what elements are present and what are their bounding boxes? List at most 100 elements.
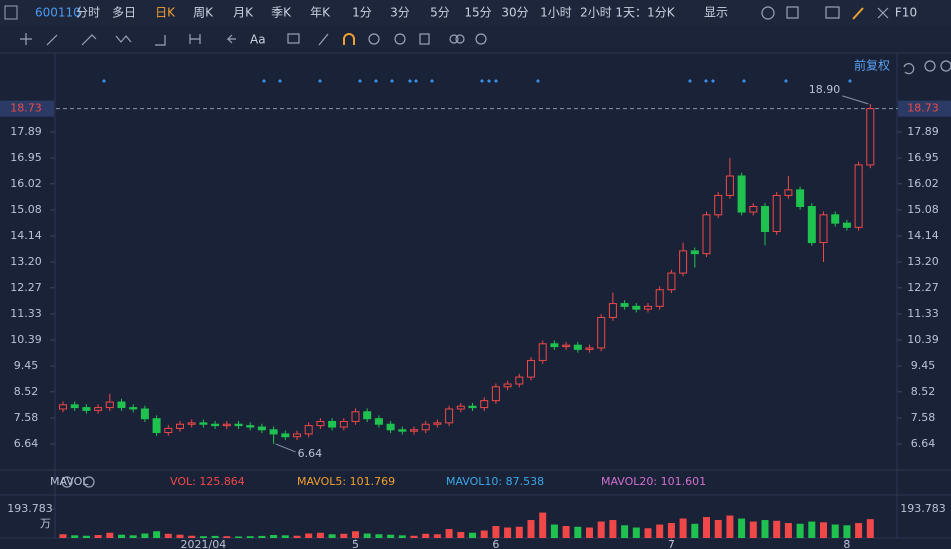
volume-bar — [118, 534, 125, 538]
volume-bar — [784, 523, 792, 538]
wave-tool[interactable] — [115, 35, 132, 43]
max-label: 18.90 — [809, 83, 841, 96]
timeframe-tab[interactable]: 日K — [155, 6, 176, 20]
candle-body — [819, 214, 828, 244]
volume-bar — [176, 534, 184, 538]
timeframe-tab[interactable]: 1天：1分K — [615, 6, 675, 20]
volume-bar — [316, 532, 324, 538]
line-tool[interactable] — [46, 34, 58, 46]
crosshair-tool[interactable] — [20, 33, 32, 45]
candle-body — [234, 423, 243, 427]
timeframe-tab[interactable]: 显示 — [704, 6, 728, 20]
timeframe-tab[interactable]: 15分 — [464, 6, 491, 20]
candle-body — [222, 423, 231, 427]
settings-tool[interactable] — [475, 33, 487, 45]
fib-tool[interactable] — [155, 35, 166, 46]
timeframe-tab[interactable]: 季K — [271, 6, 292, 20]
y-tick-label: 17.89 — [10, 125, 42, 138]
candle-body — [351, 411, 360, 422]
timeframe-tab[interactable]: 1分 — [352, 6, 372, 20]
note-tool[interactable] — [287, 33, 300, 44]
font-tool[interactable]: Aa — [250, 33, 266, 47]
timeframe-tab[interactable]: 2小时 — [580, 6, 612, 20]
timeframe-tab[interactable]: 1小时 — [540, 6, 572, 20]
settings-icon[interactable] — [761, 6, 775, 20]
volume-bar — [398, 535, 406, 538]
volume-bar — [457, 532, 465, 538]
candle-body — [761, 206, 769, 232]
volume-bar — [738, 518, 746, 538]
pen-tool[interactable] — [318, 33, 329, 46]
timeframe-tab[interactable]: 周K — [193, 6, 214, 20]
volume-bar — [656, 524, 664, 538]
vol-indicator: MAVOL — [50, 475, 89, 488]
volume-bar — [644, 528, 652, 538]
checkbox[interactable] — [786, 6, 799, 19]
lock-tool[interactable] — [368, 33, 380, 45]
zoom-in[interactable] — [940, 60, 951, 72]
vol-legend: MAVOL10: 87.538 — [446, 475, 544, 488]
fullscreen-icon[interactable] — [877, 7, 889, 19]
arrow-tool[interactable] — [226, 34, 236, 44]
candle-body — [655, 289, 664, 307]
y-tick-label: 6.64 — [911, 437, 936, 450]
timeframe-tab[interactable]: 30分 — [501, 6, 528, 20]
volume-bar — [410, 535, 418, 538]
candle-body — [328, 420, 337, 428]
volume-bar — [480, 530, 488, 538]
y-tick-label: 16.95 — [907, 151, 939, 164]
candle-body — [831, 214, 840, 224]
timeframe-tab[interactable]: 5分 — [430, 6, 450, 20]
candle-body — [445, 408, 454, 424]
candle-body — [293, 433, 301, 438]
zoom-out[interactable] — [924, 60, 936, 72]
volume-bar — [855, 523, 863, 538]
vol-close[interactable] — [83, 476, 95, 488]
magnet-tool[interactable] — [343, 33, 355, 45]
candle-body — [842, 222, 851, 228]
y-tick-label: 8.52 — [911, 385, 936, 398]
y-tick-label: 9.45 — [911, 359, 936, 372]
candle-body — [421, 423, 430, 431]
timeframe-tab[interactable]: 年K — [310, 6, 331, 20]
ray-tool[interactable] — [81, 34, 97, 46]
reset-icon[interactable] — [903, 63, 915, 75]
candle-body — [597, 316, 606, 349]
volume-bar — [632, 527, 640, 538]
adjust-button[interactable]: 前复权 — [854, 58, 890, 73]
timeframe-tab[interactable]: 多日 — [112, 6, 136, 20]
x-tick-label: 2021/04 — [181, 538, 227, 549]
hide-tool[interactable] — [394, 33, 406, 45]
timeframe-tab[interactable]: 分时 — [76, 6, 100, 20]
range-tool[interactable] — [189, 34, 201, 44]
camera-icon[interactable] — [825, 6, 840, 19]
volume-bar — [71, 535, 79, 538]
volume-bar — [539, 512, 547, 538]
timeframe-tab[interactable]: 3分 — [390, 6, 410, 20]
timeframe-tab[interactable]: F10 — [895, 6, 917, 20]
sidebar-icon[interactable] — [4, 5, 18, 20]
volume-bar — [773, 520, 781, 538]
y-tick-label: 14.14 — [907, 229, 939, 242]
delete-tool[interactable] — [419, 33, 430, 45]
volume-bar — [59, 534, 67, 538]
candle-body — [725, 175, 734, 196]
stock-code[interactable]: 600110 — [35, 6, 81, 20]
candle-body — [117, 401, 126, 409]
candle-body — [772, 194, 781, 232]
candle-body — [374, 418, 383, 425]
candle-body — [152, 418, 161, 434]
candle-body — [807, 206, 816, 244]
candle-body — [129, 407, 138, 410]
edit-icon[interactable] — [852, 7, 864, 20]
timeframe-tab[interactable]: 月K — [233, 6, 254, 20]
x-tick-label: 8 — [843, 538, 850, 549]
candle-body — [620, 303, 629, 307]
candle-body — [339, 420, 348, 428]
candle-body — [679, 250, 688, 274]
vol-settings[interactable] — [61, 476, 73, 488]
volume-bar — [550, 524, 558, 538]
volume-bar — [820, 522, 827, 538]
